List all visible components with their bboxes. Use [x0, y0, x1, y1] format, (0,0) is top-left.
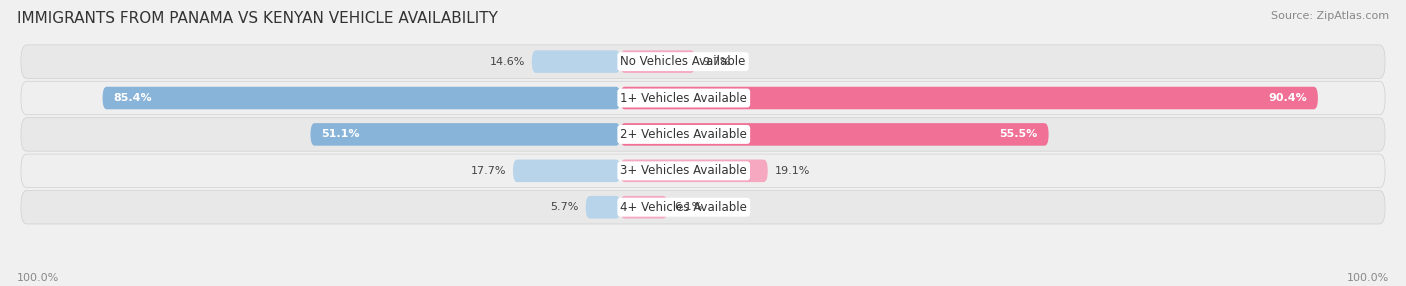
- Text: 3+ Vehicles Available: 3+ Vehicles Available: [620, 164, 747, 177]
- FancyBboxPatch shape: [513, 160, 620, 182]
- Text: 55.5%: 55.5%: [1000, 130, 1038, 139]
- Text: 100.0%: 100.0%: [1347, 273, 1389, 283]
- FancyBboxPatch shape: [21, 45, 1385, 78]
- FancyBboxPatch shape: [620, 160, 768, 182]
- Text: 2+ Vehicles Available: 2+ Vehicles Available: [620, 128, 747, 141]
- FancyBboxPatch shape: [21, 190, 1385, 224]
- Text: 51.1%: 51.1%: [322, 130, 360, 139]
- FancyBboxPatch shape: [620, 196, 668, 219]
- FancyBboxPatch shape: [21, 81, 1385, 115]
- Text: 1+ Vehicles Available: 1+ Vehicles Available: [620, 92, 747, 104]
- Text: 4+ Vehicles Available: 4+ Vehicles Available: [620, 201, 747, 214]
- FancyBboxPatch shape: [103, 87, 620, 109]
- Text: 9.7%: 9.7%: [702, 57, 731, 67]
- Text: 5.7%: 5.7%: [551, 202, 579, 212]
- Text: 17.7%: 17.7%: [471, 166, 506, 176]
- FancyBboxPatch shape: [531, 50, 620, 73]
- FancyBboxPatch shape: [21, 118, 1385, 151]
- FancyBboxPatch shape: [586, 196, 620, 219]
- Text: No Vehicles Available: No Vehicles Available: [620, 55, 745, 68]
- FancyBboxPatch shape: [620, 87, 1317, 109]
- Text: 100.0%: 100.0%: [17, 273, 59, 283]
- FancyBboxPatch shape: [620, 50, 695, 73]
- Text: 14.6%: 14.6%: [489, 57, 524, 67]
- Text: 90.4%: 90.4%: [1268, 93, 1306, 103]
- Text: 85.4%: 85.4%: [114, 93, 152, 103]
- Text: 6.1%: 6.1%: [675, 202, 703, 212]
- FancyBboxPatch shape: [620, 123, 1049, 146]
- FancyBboxPatch shape: [311, 123, 620, 146]
- Text: Source: ZipAtlas.com: Source: ZipAtlas.com: [1271, 11, 1389, 21]
- Text: 19.1%: 19.1%: [775, 166, 810, 176]
- FancyBboxPatch shape: [21, 154, 1385, 188]
- Text: IMMIGRANTS FROM PANAMA VS KENYAN VEHICLE AVAILABILITY: IMMIGRANTS FROM PANAMA VS KENYAN VEHICLE…: [17, 11, 498, 26]
